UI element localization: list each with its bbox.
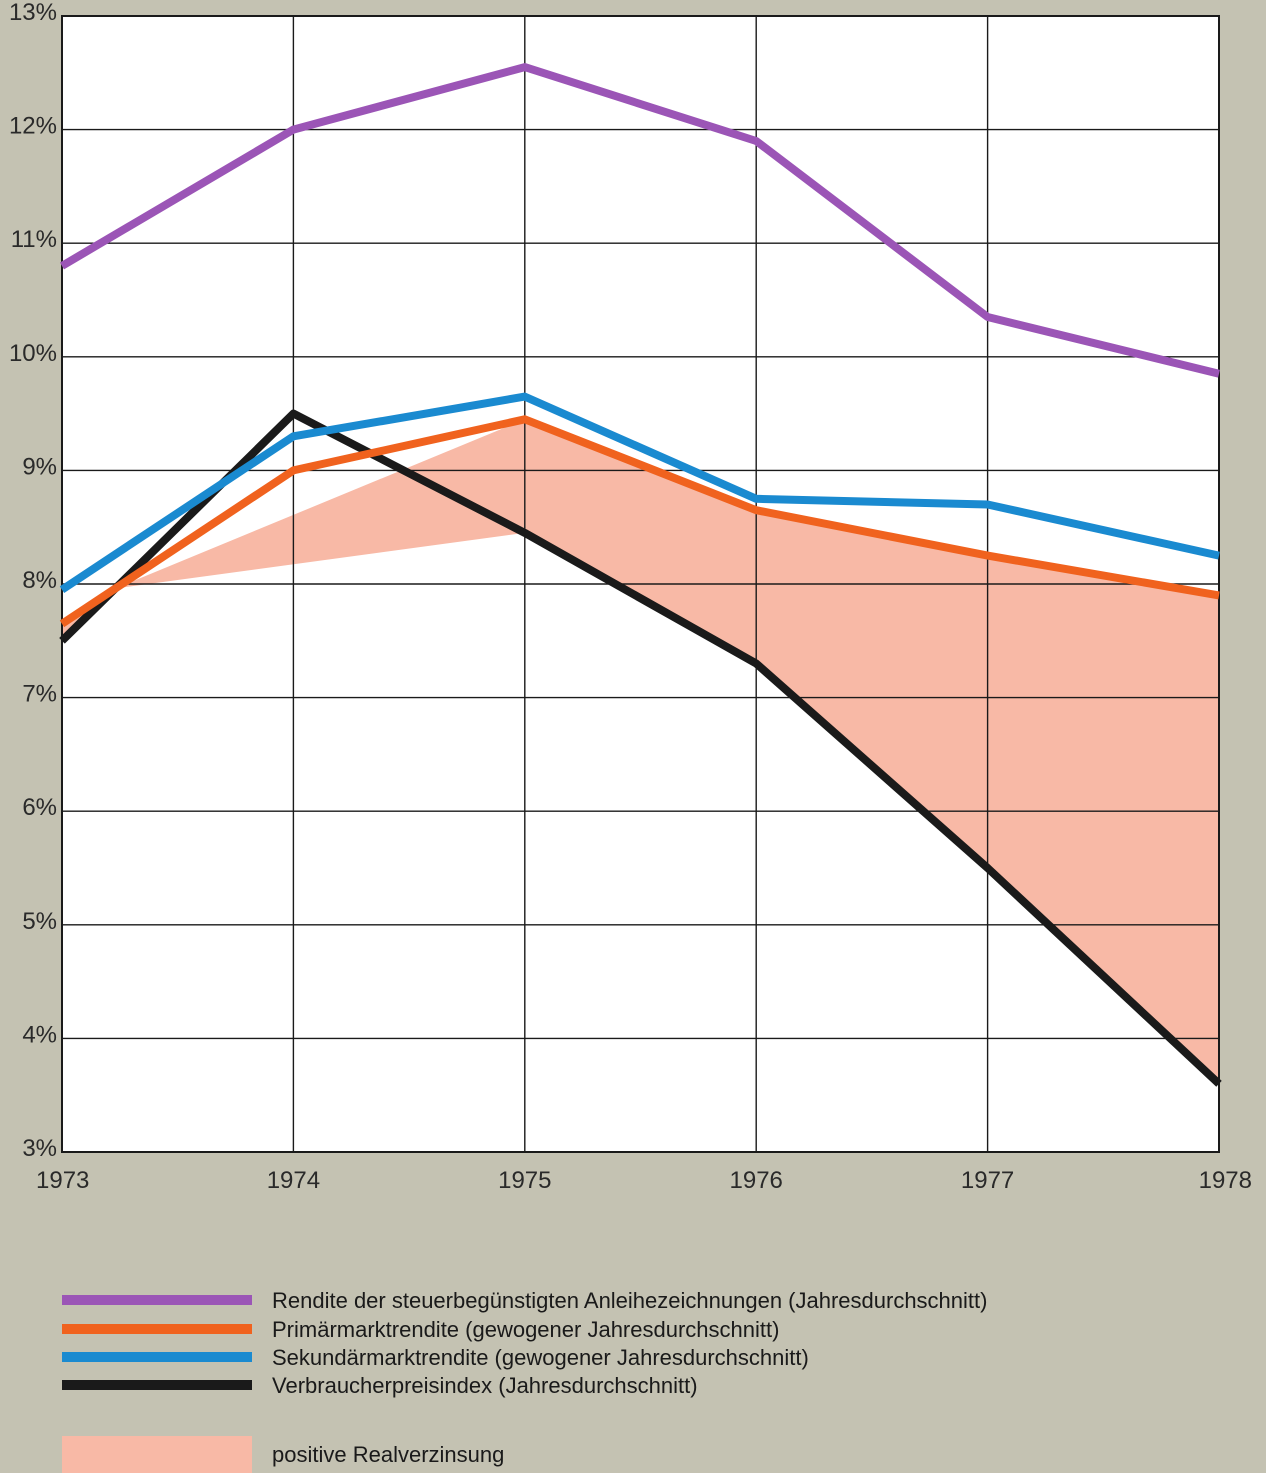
x-tick-label-5: 1978 xyxy=(1199,1167,1252,1194)
y-tick-label-7: 10% xyxy=(9,340,57,367)
legend-label-0: Rendite der steuerbegünstigten Anleiheze… xyxy=(272,1288,987,1313)
legend-label-1: Primärmarktrendite (gewogener Jahresdurc… xyxy=(272,1317,779,1342)
y-tick-label-8: 11% xyxy=(11,226,57,253)
legend-label-2: Sekundärmarktrendite (gewogener Jahresdu… xyxy=(272,1345,809,1370)
y-tick-label-1: 4% xyxy=(22,1021,57,1048)
series-lines xyxy=(59,63,1222,1087)
y-tick-label-4: 7% xyxy=(22,681,57,708)
y-tick-label-3: 6% xyxy=(22,794,57,821)
y-tick-label-0: 3% xyxy=(22,1135,57,1162)
y-tick-label-5: 8% xyxy=(22,567,57,594)
legend-swatch-area xyxy=(62,1436,252,1473)
series-line-3 xyxy=(59,409,1222,1087)
x-axis-ticks: 1973 1974 1975 1976 1977 1978 xyxy=(36,1167,1252,1194)
y-tick-label-9: 12% xyxy=(9,113,57,140)
series-line-0 xyxy=(59,63,1220,378)
legend-label-3: Verbraucherpreisindex (Jahresdurchschnit… xyxy=(272,1373,698,1398)
legend-label-area: positive Realverzinsung xyxy=(272,1442,504,1467)
y-tick-label-6: 9% xyxy=(22,453,57,480)
real-interest-area xyxy=(62,419,1219,1084)
plot-frame xyxy=(61,15,1220,1153)
legend-swatch-3 xyxy=(62,1380,252,1390)
legend-swatch-2 xyxy=(62,1352,252,1362)
grid xyxy=(61,15,1220,1153)
y-tick-label-10: 13% xyxy=(9,0,57,26)
x-tick-label-4: 1977 xyxy=(961,1167,1014,1194)
x-tick-label-0: 1973 xyxy=(36,1167,89,1194)
x-tick-label-2: 1975 xyxy=(498,1167,551,1194)
series-line-2 xyxy=(59,392,1220,594)
y-tick-label-2: 5% xyxy=(22,908,57,935)
x-tick-label-3: 1976 xyxy=(730,1167,783,1194)
x-tick-label-1: 1974 xyxy=(267,1167,320,1194)
positive-real-interest-area xyxy=(62,419,1219,1084)
legend-swatch-1 xyxy=(62,1324,252,1334)
legend-swatch-0 xyxy=(62,1295,252,1305)
legend: Rendite der steuerbegünstigten Anleiheze… xyxy=(62,1288,987,1473)
series-line-1 xyxy=(59,415,1220,628)
y-axis-ticks: 3% 4% 5% 6% 7% 8% 9% 10% 11% 12% 13% xyxy=(9,0,57,1162)
